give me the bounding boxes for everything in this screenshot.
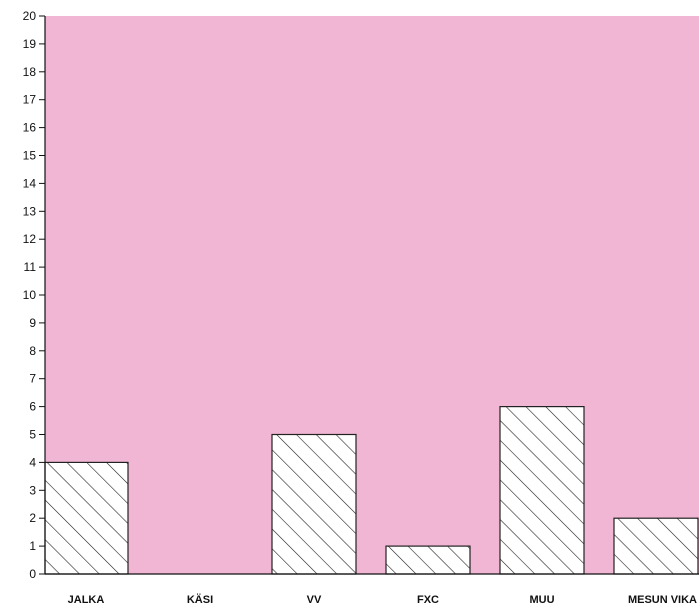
bar-jalka	[44, 461, 129, 575]
y-tick-label: 20	[23, 9, 37, 23]
y-tick-label: 19	[23, 37, 37, 51]
y-tick-label: 4	[29, 455, 36, 469]
bar-vv	[271, 433, 357, 575]
y-tick-label: 7	[29, 372, 36, 386]
y-tick-label: 18	[23, 65, 37, 79]
y-tick-label: 15	[23, 149, 37, 163]
x-axis-labels: JALKA KÄSI VV FXC MUU MESUN VIKA	[68, 593, 697, 606]
y-tick-label: 12	[23, 232, 37, 246]
y-tick-label: 13	[23, 204, 37, 218]
y-tick-label: 5	[29, 428, 36, 442]
y-tick-label: 3	[29, 483, 36, 497]
x-category-label: MESUN VIKA	[628, 594, 697, 606]
y-tick-label: 1	[29, 539, 36, 553]
bars-group	[44, 406, 699, 575]
x-category-label: MUU	[529, 594, 554, 606]
bar-muu	[499, 406, 585, 575]
x-category-label: FXC	[417, 594, 439, 606]
plot-background	[45, 16, 699, 574]
y-tick-label: 11	[24, 260, 37, 274]
y-tick-label: 14	[23, 176, 37, 190]
y-tick-label: 8	[29, 344, 36, 358]
x-category-label: KÄSI	[187, 593, 213, 606]
y-tick-label: 17	[23, 93, 37, 107]
x-category-label: JALKA	[68, 594, 105, 606]
y-tick-label: 10	[23, 288, 37, 302]
bar-mesun-vika	[613, 517, 699, 575]
y-tick-label: 6	[29, 400, 36, 414]
y-tick-label: 16	[23, 121, 37, 135]
y-tick-label: 9	[29, 316, 36, 330]
y-tick-label: 0	[29, 567, 36, 581]
x-category-label: VV	[307, 594, 322, 606]
y-tick-label: 2	[29, 511, 36, 525]
bar-fxc	[385, 545, 471, 575]
